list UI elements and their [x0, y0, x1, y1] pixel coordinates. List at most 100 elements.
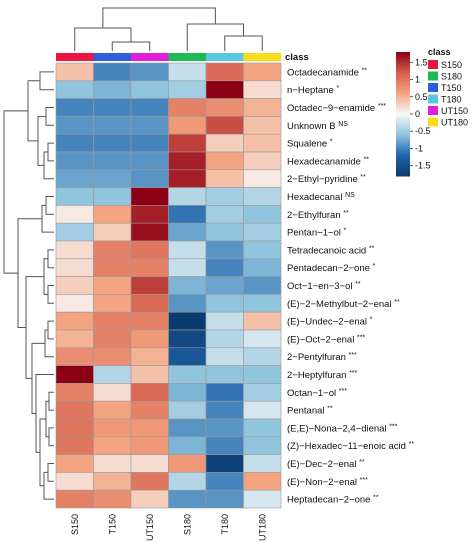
- heatmap-cell: [168, 383, 207, 402]
- heatmap-cell: [55, 489, 94, 509]
- colorbar-segment: [396, 157, 410, 160]
- colorbar-tick-label: -1: [415, 143, 423, 153]
- row-label: n−Heptane *: [287, 85, 339, 96]
- heatmap-cell: [205, 454, 244, 473]
- row-label: Octan−1−ol ***: [287, 388, 347, 399]
- heatmap-cell: [55, 347, 94, 366]
- heatmap-cell: [168, 489, 207, 509]
- dendrogram-branch: [47, 142, 54, 162]
- heatmap-cell: [168, 151, 207, 171]
- significance-marker: **: [373, 495, 379, 502]
- heatmap-cell: [205, 240, 244, 260]
- colorbar-segment: [396, 58, 410, 61]
- row-label: Octadec−9−enamide ***: [287, 103, 386, 114]
- dendrogram-branch: [45, 107, 54, 126]
- colorbar-segment: [396, 136, 410, 140]
- colorbar-segment: [396, 78, 410, 82]
- heatmap-cell: [243, 365, 282, 384]
- heatmap-cell: [55, 454, 94, 473]
- class-legend-label: UT150: [441, 106, 468, 116]
- heatmap-cell: [93, 116, 132, 135]
- row-label: Octadecanamide **: [287, 67, 367, 78]
- heatmap-cell: [55, 116, 94, 135]
- significance-marker: **: [327, 406, 333, 413]
- class-legend-swatch: [428, 94, 438, 104]
- significance-marker: **: [409, 441, 415, 448]
- heatmap-cell: [168, 169, 207, 188]
- colorbar-segment: [396, 165, 410, 169]
- column-label: UT180: [257, 514, 267, 541]
- row-label: (E)−Oct−2−enal ***: [287, 334, 365, 345]
- heatmap-cell: [168, 98, 207, 117]
- colorbar-segment: [396, 107, 410, 111]
- heatmap-cell: [168, 187, 207, 206]
- heatmap-cell: [130, 133, 169, 153]
- row-label: Squalene *: [287, 139, 333, 150]
- heatmap-cell: [243, 383, 282, 402]
- significance-marker: ***: [389, 423, 397, 430]
- heatmap-cell: [130, 222, 169, 242]
- row-label: Hexadecanal NS: [287, 192, 355, 203]
- colorbar-segment: [396, 171, 410, 175]
- heatmap-cell: [205, 169, 244, 188]
- colorbar-segment: [396, 52, 410, 55]
- colorbar-segment: [396, 163, 410, 167]
- heatmap-cell: [168, 418, 207, 438]
- heatmap-cell: [130, 311, 169, 331]
- significance-marker: **: [343, 210, 349, 217]
- dendrogram-branch: [48, 391, 54, 411]
- heatmap-cell: [243, 276, 282, 295]
- heatmap-cell: [168, 205, 207, 224]
- significance-marker: ***: [378, 103, 386, 110]
- heatmap-cell: [93, 311, 132, 331]
- heatmap-cell: [205, 205, 244, 224]
- heatmap-cell: [130, 169, 169, 188]
- colorbar-segment: [396, 169, 410, 173]
- heatmap-cell: [205, 383, 244, 402]
- class-legend-swatch: [428, 83, 438, 92]
- colorbar-segment: [396, 111, 410, 115]
- significance-marker: **: [355, 281, 361, 288]
- heatmap-cell: [205, 365, 244, 384]
- heatmap-cell: [55, 258, 94, 277]
- heatmap-cell: [93, 436, 132, 455]
- heatmap-cell: [93, 418, 132, 438]
- row-label: 2−Ethylfuran **: [287, 210, 349, 221]
- significance-marker: ***: [360, 477, 368, 484]
- color-scale-legend: 1.5 1 0.5 0 -0.5 -1 -1.5: [396, 52, 431, 177]
- heatmap-cell: [168, 133, 207, 153]
- significance-marker: ***: [349, 352, 357, 359]
- colorbar-segment: [396, 130, 410, 134]
- column-dendrogram: [74, 7, 263, 51]
- colorbar-tick-label: 1.5: [415, 57, 428, 67]
- heatmap-cell: [243, 454, 282, 473]
- heatmap-cell: [55, 294, 94, 313]
- heatmap-cell: [55, 133, 94, 153]
- colorbar-segment: [396, 151, 410, 154]
- heatmap-cell: [168, 258, 207, 277]
- heatmap-cell: [205, 489, 244, 509]
- significance-marker: NS: [338, 121, 348, 128]
- heatmap-cell: [130, 329, 169, 349]
- heatmap-cell: [205, 187, 244, 206]
- class-legend-label: UT180: [441, 118, 468, 128]
- significance-marker: ***: [357, 334, 365, 341]
- colorbar-segment: [396, 72, 410, 76]
- heatmap-cell: [168, 400, 207, 420]
- dendrogram-branch: [47, 463, 54, 482]
- heatmap-cell: [130, 347, 169, 366]
- heatmap-cell: [93, 276, 132, 295]
- row-label: 2−Pentylfuran ***: [287, 352, 357, 363]
- heatmap-cell: [130, 116, 169, 135]
- heatmap-cell: [243, 133, 282, 153]
- colorbar-segment: [396, 83, 410, 86]
- row-label: Pentadecan−2−one *: [287, 263, 376, 274]
- heatmap-cell: [93, 383, 132, 402]
- heatmap-cell: [243, 436, 282, 455]
- heatmap-cell: [168, 222, 207, 242]
- heatmap-cell: [205, 436, 244, 455]
- dendrogram-branch: [17, 218, 42, 328]
- class-legend-label: T180: [441, 95, 462, 105]
- row-label: Heptadecan−2−one **: [287, 495, 379, 506]
- class-bar-cell: [243, 53, 281, 61]
